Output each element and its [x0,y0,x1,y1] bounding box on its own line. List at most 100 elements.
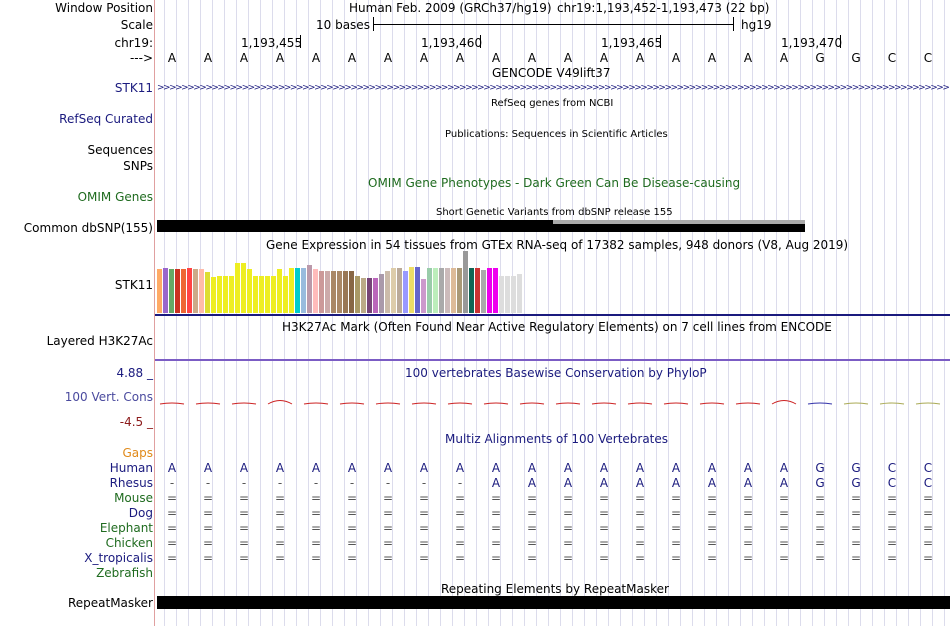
conservation-track-label[interactable]: 100 Vert. Cons [64,390,153,404]
conservation-mark [627,402,653,405]
gtex-tissue-bar[interactable] [277,269,282,313]
gtex-tissue-bar[interactable] [307,265,312,313]
gtex-tissue-bar[interactable] [361,278,366,313]
gencode-track-title[interactable]: GENCODE V49lift37 [492,66,611,80]
gtex-tissue-bar[interactable] [313,269,318,313]
gtex-tissue-bar[interactable] [433,268,438,313]
gtex-tissue-bar[interactable] [193,269,198,313]
gtex-tissue-bar[interactable] [235,263,240,313]
gtex-tissue-bar[interactable] [157,269,162,313]
gtex-tissue-bar[interactable] [373,278,378,313]
gtex-tissue-bar[interactable] [355,276,360,313]
gtex-tissue-bar[interactable] [445,268,450,313]
gtex-tissue-bar[interactable] [319,271,324,313]
position-readout: chr19:1,193,452-1,193,473 (22 bp) [557,1,770,15]
gtex-tissue-bar[interactable] [475,268,480,313]
gtex-tissue-bar[interactable] [175,269,180,313]
gtex-tissue-bar[interactable] [211,277,216,313]
gtex-tissue-bar[interactable] [289,268,294,313]
gtex-tissue-bar[interactable] [223,276,228,313]
multiz-track-title[interactable]: Multiz Alignments of 100 Vertebrates [445,432,669,446]
gtex-tissue-bar[interactable] [397,268,402,313]
gtex-tissue-bar[interactable] [265,276,270,313]
gtex-tissue-bar[interactable] [469,268,474,313]
gtex-tissue-bar[interactable] [517,274,522,313]
gtex-tissue-bar[interactable] [337,271,342,313]
gtex-tissue-bar[interactable] [343,271,348,313]
multiz-species-label[interactable]: Dog [128,506,153,520]
gtex-tissue-bar[interactable] [385,271,390,313]
gtex-tissue-bar[interactable] [367,278,372,313]
multiz-base: = [202,506,214,520]
gtex-tissue-bar[interactable] [283,276,288,313]
gtex-tissue-bar[interactable] [295,268,300,313]
stk11-gene-feature[interactable]: >>>>>>>>>>>>>>>>>>>>>>>>>>>>>>>>>>>>>>>>… [157,83,949,93]
multiz-species-label[interactable]: Human [109,461,153,475]
gencode-track-label[interactable]: STK11 [114,81,153,95]
gtex-tissue-bar[interactable] [241,263,246,313]
gtex-tissue-bar[interactable] [505,276,510,313]
coord-tick-label: 1,193,460 [421,36,483,50]
gtex-tissue-bar[interactable] [415,267,420,313]
conservation-ymax: 4.88 _ [116,366,153,380]
h3k27ac-track-title[interactable]: H3K27Ac Mark (Often Found Near Active Re… [282,320,832,334]
gtex-tissue-bar[interactable] [409,267,414,313]
grid-line [500,0,501,626]
gtex-tissue-bar[interactable] [217,276,222,313]
gtex-track-label[interactable]: STK11 [114,278,153,292]
gtex-tissue-bar[interactable] [331,271,336,313]
gtex-tissue-bar[interactable] [253,276,258,313]
refseq-track-label[interactable]: RefSeq Curated [59,112,153,126]
grid-line [476,0,477,626]
gtex-tissue-bar[interactable] [181,269,186,313]
gtex-tissue-bar[interactable] [493,268,498,313]
dbsnp-track-label[interactable]: Common dbSNP(155) [23,221,153,235]
gtex-tissue-bar[interactable] [259,276,264,313]
gtex-tissue-bar[interactable] [169,269,174,313]
gtex-tissue-bar[interactable] [463,251,468,313]
multiz-species-label[interactable]: Elephant [99,521,153,535]
conservation-mark [771,400,797,405]
gtex-track-title[interactable]: Gene Expression in 54 tissues from GTEx … [266,238,849,252]
h3k27ac-track-label[interactable]: Layered H3K27Ac [46,334,153,348]
gtex-tissue-bar[interactable] [481,270,486,313]
multiz-species-label[interactable]: Mouse [114,491,153,505]
gtex-tissue-bar[interactable] [229,276,234,313]
multiz-species-label[interactable]: Zebrafish [96,566,153,580]
gtex-tissue-bar[interactable] [187,268,192,313]
gtex-tissue-bar[interactable] [247,269,252,313]
conservation-track-title[interactable]: 100 vertebrates Basewise Conservation by… [405,366,707,380]
gtex-tissue-bar[interactable] [205,272,210,313]
gtex-tissue-bar[interactable] [511,276,516,313]
omim-track-label[interactable]: OMIM Genes [77,190,153,204]
gtex-tissue-bar[interactable] [403,271,408,313]
gtex-tissue-bar[interactable] [487,268,492,313]
multiz-species-label[interactable]: Rhesus [109,476,153,490]
gtex-tissue-bar[interactable] [379,274,384,313]
omim-track-title[interactable]: OMIM Gene Phenotypes - Dark Green Can Be… [368,176,741,190]
multiz-species-label[interactable]: Chicken [105,536,153,550]
repeatmasker-track-title[interactable]: Repeating Elements by RepeatMasker [441,582,669,596]
gtex-tissue-bar[interactable] [457,268,462,313]
gtex-tissue-bar[interactable] [349,271,354,313]
repeatmasker-feature[interactable] [157,596,950,609]
refseq-track-title[interactable]: RefSeq genes from NCBI [491,98,614,109]
publications-track-title[interactable]: Publications: Sequences in Scientific Ar… [445,129,668,140]
gtex-tissue-bar[interactable] [271,276,276,313]
snps-track-label[interactable]: SNPs [123,159,153,173]
gtex-tissue-bar[interactable] [325,271,330,313]
gtex-tissue-bar[interactable] [391,268,396,313]
gtex-tissue-bar[interactable] [301,268,306,313]
gtex-tissue-bar[interactable] [499,276,504,313]
multiz-species-label[interactable]: X_tropicalis [84,551,153,565]
gtex-tissue-bar[interactable] [451,268,456,313]
gtex-tissue-bar[interactable] [439,268,444,313]
gtex-tissue-bar[interactable] [427,268,432,313]
publications-track-label[interactable]: Sequences [87,143,153,157]
gtex-tissue-bar[interactable] [163,268,168,313]
multiz-base: = [850,506,862,520]
repeatmasker-track-label[interactable]: RepeatMasker [67,596,153,610]
gtex-tissue-bar[interactable] [421,279,426,313]
dbsnp-track-title[interactable]: Short Genetic Variants from dbSNP releas… [436,207,673,218]
gtex-tissue-bar[interactable] [199,269,204,313]
